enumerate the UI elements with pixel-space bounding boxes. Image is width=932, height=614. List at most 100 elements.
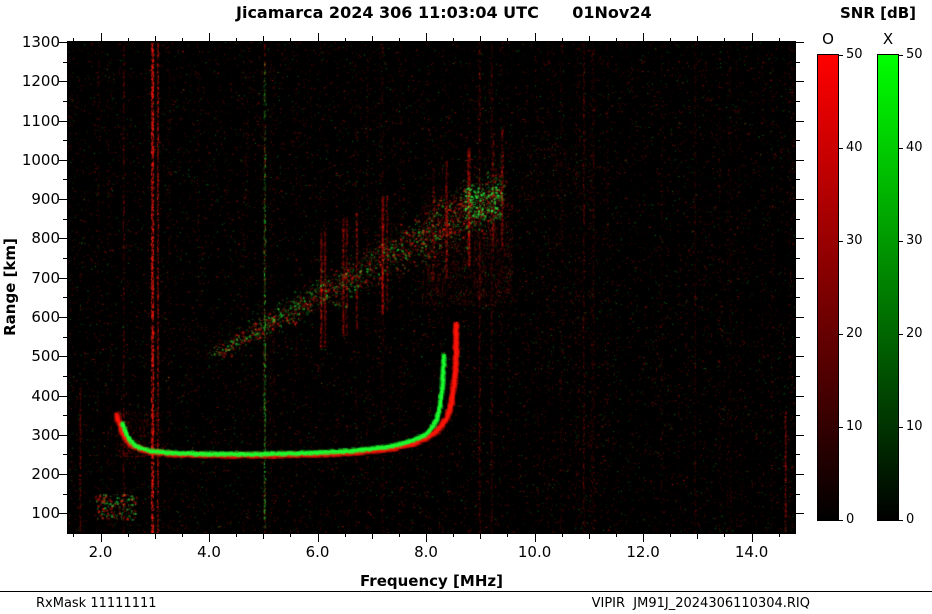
y-axis-tick [796,42,804,43]
x-axis-tick [778,534,780,537]
x-axis-tick [317,534,319,542]
x-axis-tick [371,36,373,41]
y-tick-label: 600 [31,307,60,326]
y-axis-tick [796,356,804,358]
y-tick-label: 400 [31,386,60,405]
plot-title: Jicamarca 2024 306 11:03:04 UTC 01Nov24 [236,3,652,22]
x-axis-tick [73,534,75,537]
y-axis-tick [796,159,804,161]
x-axis-tick [561,38,563,41]
y-axis-tick [796,100,800,102]
x-axis-tick [344,38,346,41]
x-axis-tick [209,33,211,41]
x-axis-tick [398,534,400,537]
x-axis-tick [643,534,645,542]
y-axis-tick [796,277,804,279]
x-axis-tick [426,33,428,41]
colorbar-tick-label: 20 [846,326,863,341]
y-axis-tick [796,493,800,495]
x-axis-tick [154,534,156,539]
colorbar-tick-label: 10 [846,419,863,434]
y-axis-tick [796,81,804,83]
colorbar-tick-label: 20 [906,326,923,341]
y-axis-tick [63,297,67,299]
y-tick-label: 100 [31,504,60,523]
x-axis-tick [317,33,319,41]
y-axis-tick [63,493,67,495]
rxmask-text: RxMask 11111111 [36,596,157,611]
y-tick-label: 1200 [21,72,60,91]
x-axis-tick [236,38,238,41]
x-axis-tick [398,38,400,41]
y-axis-tick [796,415,800,417]
y-axis-tick [796,316,804,318]
x-axis-tick [453,38,455,41]
y-axis-tick [59,42,67,43]
x-tick-label: 8.0 [414,543,438,561]
x-axis-tick [127,534,129,537]
colorbar-tick [899,241,903,242]
y-axis-tick [59,238,67,240]
colorbar-title: SNR [dB] [840,4,917,22]
x-axis-tick [561,534,563,537]
colorbar-tick-label: 40 [906,140,923,155]
x-axis-tick [697,36,699,41]
x-axis-tick [588,36,590,41]
y-axis-tick [59,120,67,122]
y-axis-tick [796,434,804,436]
x-axis-tick [426,534,428,542]
y-axis-tick [63,454,67,456]
y-axis-tick [63,415,67,417]
y-axis-tick [796,238,804,240]
colorbar-tick-label: 30 [846,233,863,248]
colorbar-tick [899,148,903,149]
colorbar-tick-label: 0 [846,512,855,527]
y-tick-label: 500 [31,347,60,366]
x-axis-label: Frequency [MHz] [360,572,503,590]
x-tick-label: 2.0 [88,543,113,561]
y-axis-tick [63,61,67,63]
x-axis-tick [290,38,292,41]
y-axis-tick [59,316,67,318]
y-axis-tick [796,454,800,456]
y-tick-label: 800 [31,229,60,248]
colorbar-tick [899,55,903,56]
y-axis-tick [59,277,67,279]
x-axis-tick [778,38,780,41]
x-axis-tick [344,534,346,537]
y-axis-tick [796,375,800,377]
colorbar-tick-label: 0 [906,512,915,527]
colorbar-tick [839,148,843,149]
y-axis-tick [796,218,800,220]
colorbar-tick [839,334,843,335]
x-axis-tick [643,33,645,41]
x-axis-tick [181,534,183,537]
colorbar-tick [899,427,903,428]
x-axis-tick [670,534,672,537]
y-axis-tick [796,258,800,260]
x-axis-tick [507,534,509,537]
ionogram-canvas [67,41,796,534]
x-axis-tick [480,534,482,539]
colorbar-tick-label: 50 [906,47,923,62]
y-axis-tick [63,179,67,181]
y-tick-label: 1100 [21,111,60,130]
x-axis-tick [181,38,183,41]
x-axis-tick [480,36,482,41]
colorbar-x-mode-label: X [882,30,894,48]
y-tick-label: 200 [31,465,60,484]
colorbar-x-gradient [877,54,899,521]
y-axis-tick [59,474,67,476]
y-axis-tick [59,159,67,161]
x-tick-label: 12.0 [626,543,660,561]
x-axis-tick [697,534,699,539]
y-axis-tick [59,513,67,515]
y-axis-tick [796,140,800,142]
footer-divider [0,591,932,592]
y-tick-label: 700 [31,268,60,287]
colorbar-tick-label: 30 [906,233,923,248]
x-axis-tick [100,534,102,542]
x-tick-label: 4.0 [197,543,221,561]
y-axis-tick [796,179,800,181]
colorbar-tick-label: 40 [846,140,863,155]
